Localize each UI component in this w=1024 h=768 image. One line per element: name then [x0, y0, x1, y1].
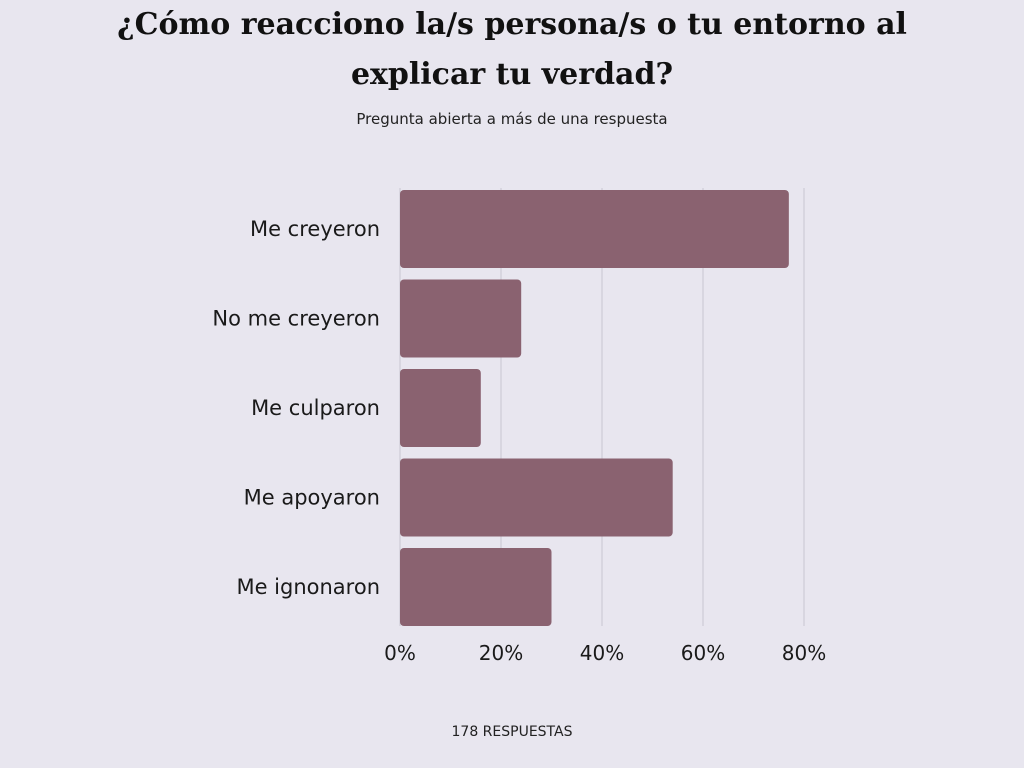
x-tick-label: 80%: [782, 641, 826, 665]
category-label: Me creyeron: [250, 217, 380, 241]
bar: [400, 279, 522, 358]
bar: [400, 458, 673, 537]
category-labels: Me creyeron No me creyeron Me culparon Me a…: [212, 217, 380, 599]
bar: [400, 548, 552, 626]
bar-chart: Me creyeron No me creyeron Me culparon Me a…: [212, 188, 826, 665]
x-tick-label: 0%: [384, 641, 416, 665]
bar: [400, 190, 789, 268]
x-tick-label: 60%: [681, 641, 725, 665]
category-label: Me apoyaron: [244, 486, 380, 510]
chart-subtitle: Pregunta abierta a más de una respuesta: [356, 110, 668, 128]
category-label: Me ignonaron: [236, 575, 380, 599]
response-count: 178 RESPUESTAS: [451, 724, 573, 740]
category-label: Me culparon: [251, 396, 380, 420]
x-tick-label: 20%: [479, 641, 523, 665]
x-axis-ticks: 0% 20% 40% 60% 80%: [384, 641, 826, 665]
chart-title: ¿Cómo reacciono la/s persona/s o tu ento…: [117, 7, 907, 92]
x-tick-label: 40%: [580, 641, 624, 665]
bars: [400, 190, 789, 626]
bar: [400, 369, 481, 447]
category-label: No me creyeron: [212, 307, 380, 331]
